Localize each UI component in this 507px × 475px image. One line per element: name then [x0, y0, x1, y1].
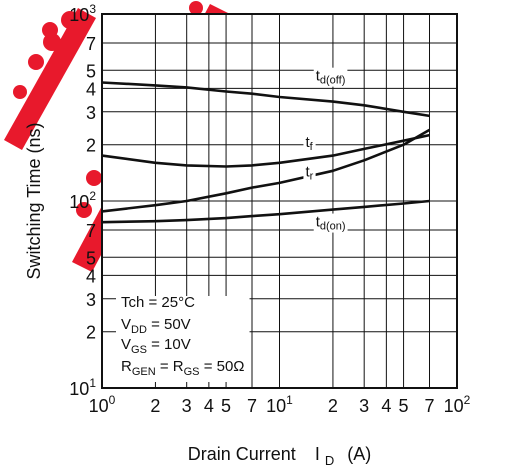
curve-labels: td(off) tf tr td(on) — [303, 67, 348, 233]
watermark-mark-12 — [189, 1, 203, 15]
y-tick-label-2: 3 — [86, 290, 96, 310]
curve-tr — [101, 128, 431, 213]
x-tick-label-1: 2 — [150, 396, 160, 416]
svg-text:td(off): td(off) — [316, 68, 346, 87]
x-tick-label-2: 3 — [182, 396, 192, 416]
y-tick-label-3: 4 — [86, 266, 96, 286]
curve-label-tdon: td(on) — [313, 213, 348, 233]
x-tick-label-11: 7 — [424, 396, 434, 416]
x-tick-label-8: 3 — [359, 396, 369, 416]
x-tick-label-3: 4 — [204, 396, 214, 416]
y-tick-label-10: 5 — [86, 61, 96, 81]
curve-tf — [101, 133, 430, 168]
y-axis-label: Switching Time (ns) — [24, 122, 44, 279]
x-tick-label-7: 2 — [328, 396, 338, 416]
condition-line-3: RGEN = RGS = 50Ω — [121, 358, 245, 378]
y-tick-label-7: 2 — [86, 136, 96, 156]
curve-label-tf: tf — [303, 133, 316, 153]
x-axis-label: Drain Current I D (A) — [188, 444, 372, 469]
y-tick-label-11: 7 — [86, 34, 96, 54]
x-axis-label-sub: D — [325, 453, 334, 468]
watermark-mark-6 — [86, 170, 102, 186]
y-tick-label-5: 7 — [86, 221, 96, 241]
condition-line-2: VGS = 10V — [121, 336, 191, 356]
x-axis-label-unit: (A) — [347, 444, 371, 464]
condition-line-0: Tch = 25°C — [121, 294, 195, 311]
watermark-mark-5 — [76, 202, 92, 218]
curve-tdon — [101, 199, 430, 224]
svg-text:tr: tr — [305, 164, 313, 183]
y-tick-label-9: 4 — [86, 79, 96, 99]
curve-label-tr: tr — [303, 163, 316, 183]
y-tick-label-4: 5 — [86, 248, 96, 268]
y-tick-label-1: 2 — [86, 323, 96, 343]
x-tick-label-5: 7 — [247, 396, 257, 416]
y-tick-label-0: 101 — [69, 376, 96, 399]
watermark-mark-1 — [28, 54, 44, 70]
curve-tdoff — [101, 81, 430, 118]
x-tick-label-0: 100 — [89, 393, 116, 416]
x-tick-label-12: 102 — [444, 393, 471, 416]
curve-label-tdoff: td(off) — [313, 67, 348, 87]
y-tick-label-6: 102 — [69, 189, 96, 212]
x-tick-labels: 100 2 3 4 5 7 101 2 3 4 5 7 102 — [89, 393, 471, 416]
watermark-mark-0 — [13, 85, 27, 99]
y-tick-label-8: 3 — [86, 103, 96, 123]
conditions-background — [116, 296, 250, 382]
svg-text:td(on): td(on) — [316, 214, 346, 233]
condition-line-1: VDD = 50V — [121, 316, 191, 336]
y-tick-label-12: 103 — [69, 2, 96, 25]
x-tick-label-9: 4 — [381, 396, 391, 416]
curves — [101, 81, 431, 224]
x-tick-label-6: 101 — [266, 393, 293, 416]
plot-frame — [101, 13, 458, 389]
watermark-mark-4 — [42, 22, 58, 38]
x-tick-label-10: 5 — [399, 396, 409, 416]
watermark-stroke-1 — [4, 8, 96, 150]
svg-text:tf: tf — [305, 134, 313, 153]
x-tick-label-4: 5 — [221, 396, 231, 416]
x-axis-label-symbol: I — [315, 444, 320, 464]
x-axis-label-text: Drain Current — [188, 444, 296, 464]
